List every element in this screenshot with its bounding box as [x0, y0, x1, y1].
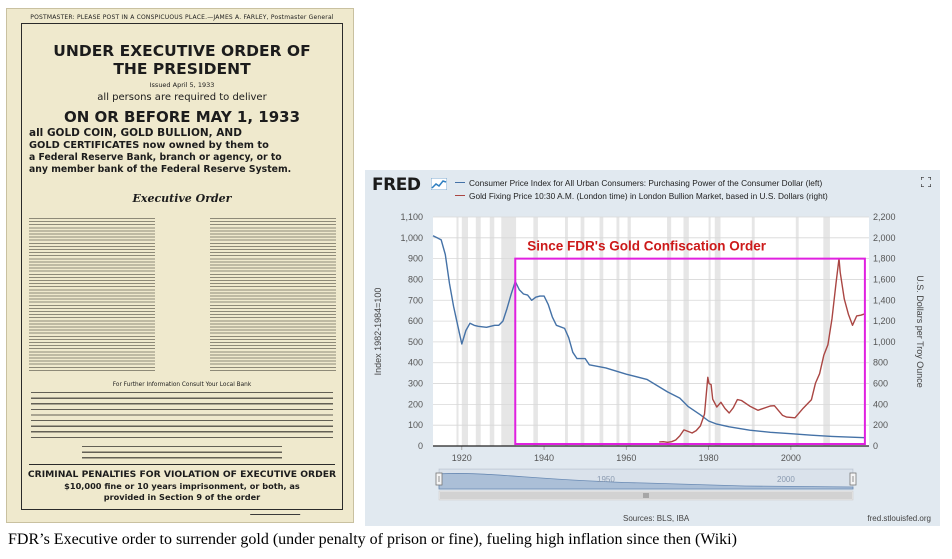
recession-band	[795, 217, 799, 446]
legend-swatch-gold	[455, 195, 465, 197]
recession-band	[475, 217, 481, 446]
poster-fine-print-column-left	[29, 218, 155, 372]
left-tick-label: 500	[408, 337, 423, 347]
series-line-gold	[659, 257, 866, 443]
right-tick-label: 800	[873, 358, 888, 368]
recession-band	[599, 217, 604, 446]
fred-logo-chart-icon	[431, 178, 447, 190]
poster-fine-print-column-right	[210, 218, 336, 372]
poster-penalty-line: $10,000 fine or 10 years imprisonment, o…	[64, 481, 300, 491]
fred-logo: FRED	[372, 175, 421, 195]
recession-band	[533, 217, 538, 446]
recession-band	[627, 217, 631, 446]
recession-band	[580, 217, 585, 446]
left-tick-label: 200	[408, 399, 423, 409]
recession-band	[751, 217, 755, 446]
left-tick-label: 0	[418, 441, 423, 451]
figure-caption: FDR’s Executive order to surrender gold …	[8, 531, 737, 548]
x-tick-label: 1960	[616, 453, 636, 463]
navigator-series-shape	[438, 473, 854, 490]
annotation-text: Since FDR's Gold Confiscation Order	[527, 239, 766, 254]
left-axis-title: Index 1982-1984=100	[373, 288, 383, 376]
poster-gold-line: a Federal Reserve Bank, branch or agency…	[29, 152, 282, 163]
left-tick-label: 700	[408, 295, 423, 305]
x-tick-label: 2000	[781, 453, 801, 463]
poster-signature	[249, 504, 305, 515]
poster-gold-certificates-text	[31, 392, 333, 442]
poster-special-attention-text	[82, 446, 282, 460]
left-tick-label: 600	[408, 316, 423, 326]
poster-further-info: For Further Information Consult Your Loc…	[112, 382, 252, 388]
right-tick-label: 1,000	[873, 337, 896, 347]
poster-title-line2: THE PRESIDENT	[113, 60, 251, 78]
poster-penalty-title: CRIMINAL PENALTIES FOR VIOLATION OF EXEC…	[27, 469, 337, 480]
right-tick-label: 2,200	[873, 212, 896, 222]
poster-title-line1: UNDER EXECUTIVE ORDER OF	[53, 42, 311, 60]
poster-gold-line: all GOLD COIN, GOLD BULLION, AND	[29, 127, 242, 139]
legend-label-cpi: Consumer Price Index for All Urban Consu…	[469, 178, 823, 188]
left-tick-label: 800	[408, 274, 423, 284]
poster-postmaster-line: POSTMASTER: PLEASE POST IN A CONSPICUOUS…	[30, 14, 334, 21]
recession-band	[823, 217, 830, 446]
right-tick-label: 200	[873, 420, 888, 430]
poster-penalty-line: provided in Section 9 of the order	[103, 492, 261, 502]
poster-gold-line: any member bank of the Federal Reserve S…	[29, 164, 292, 175]
recession-band	[456, 217, 459, 446]
chart-sources: Sources: BLS, IBA	[623, 514, 690, 523]
right-axis-title: U.S. Dollars per Troy Ounce	[915, 275, 925, 388]
navigator-selection	[439, 469, 853, 489]
right-tick-label: 0	[873, 441, 878, 451]
recession-band	[616, 217, 620, 446]
fred-chart-panel: FRED Consumer Price Index for All Urban …	[365, 170, 940, 526]
recession-band	[683, 217, 689, 446]
x-tick-label: 1980	[699, 453, 719, 463]
fred-chart-svg: 0 100 200 300 400 500 600 700 800 900 1,000 1,100 0 2…	[373, 212, 925, 501]
left-tick-label: 1,100	[400, 212, 423, 222]
left-tick-label: 900	[408, 254, 423, 264]
right-tick-label: 1,400	[873, 295, 896, 305]
legend-label-gold: Gold Fixing Price 10:30 A.M. (London tim…	[469, 191, 828, 201]
left-tick-label: 100	[408, 420, 423, 430]
poster-gold-line: GOLD CERTIFICATES now owned by them to	[29, 140, 269, 151]
poster-deadline: ON OR BEFORE MAY 1, 1933	[63, 108, 301, 126]
recession-band	[708, 217, 711, 446]
recession-band	[489, 217, 495, 446]
poster-persons-line: all persons are required to deliver	[97, 92, 267, 103]
poster-divider	[29, 464, 335, 465]
poster-issued-date: Issued April 5, 1933	[149, 81, 215, 89]
right-tick-label: 400	[873, 399, 888, 409]
navigator-label: 2000	[777, 475, 795, 484]
legend-entry-gold[interactable]: Gold Fixing Price 10:30 A.M. (London tim…	[455, 191, 828, 201]
recession-band	[714, 217, 721, 446]
executive-order-poster: POSTMASTER: PLEASE POST IN A CONSPICUOUS…	[6, 8, 354, 523]
right-tick-label: 2,000	[873, 233, 896, 243]
recession-band	[667, 217, 672, 446]
recession-band	[501, 217, 517, 446]
right-tick-label: 1,600	[873, 274, 896, 284]
annotation-box	[514, 257, 866, 445]
x-tick-label: 1940	[534, 453, 554, 463]
right-tick-label: 600	[873, 379, 888, 389]
right-tick-label: 1,200	[873, 316, 896, 326]
poster-executive-order-heading: Executive Order	[132, 192, 232, 205]
left-tick-label: 400	[408, 358, 423, 368]
poster-border: POSTMASTER: PLEASE POST IN A CONSPICUOUS…	[21, 14, 343, 515]
series-line-cpi	[432, 235, 865, 439]
fred-url[interactable]: fred.stlouisfed.org	[867, 514, 931, 523]
legend-entry-cpi[interactable]: Consumer Price Index for All Urban Consu…	[455, 178, 822, 188]
navigator-label: 1950	[597, 475, 615, 484]
left-tick-label: 1,000	[400, 233, 423, 243]
x-tick-label: 1920	[452, 453, 472, 463]
right-tick-label: 1,800	[873, 254, 896, 264]
legend-swatch-cpi	[455, 182, 465, 184]
left-tick-label: 300	[408, 379, 423, 389]
